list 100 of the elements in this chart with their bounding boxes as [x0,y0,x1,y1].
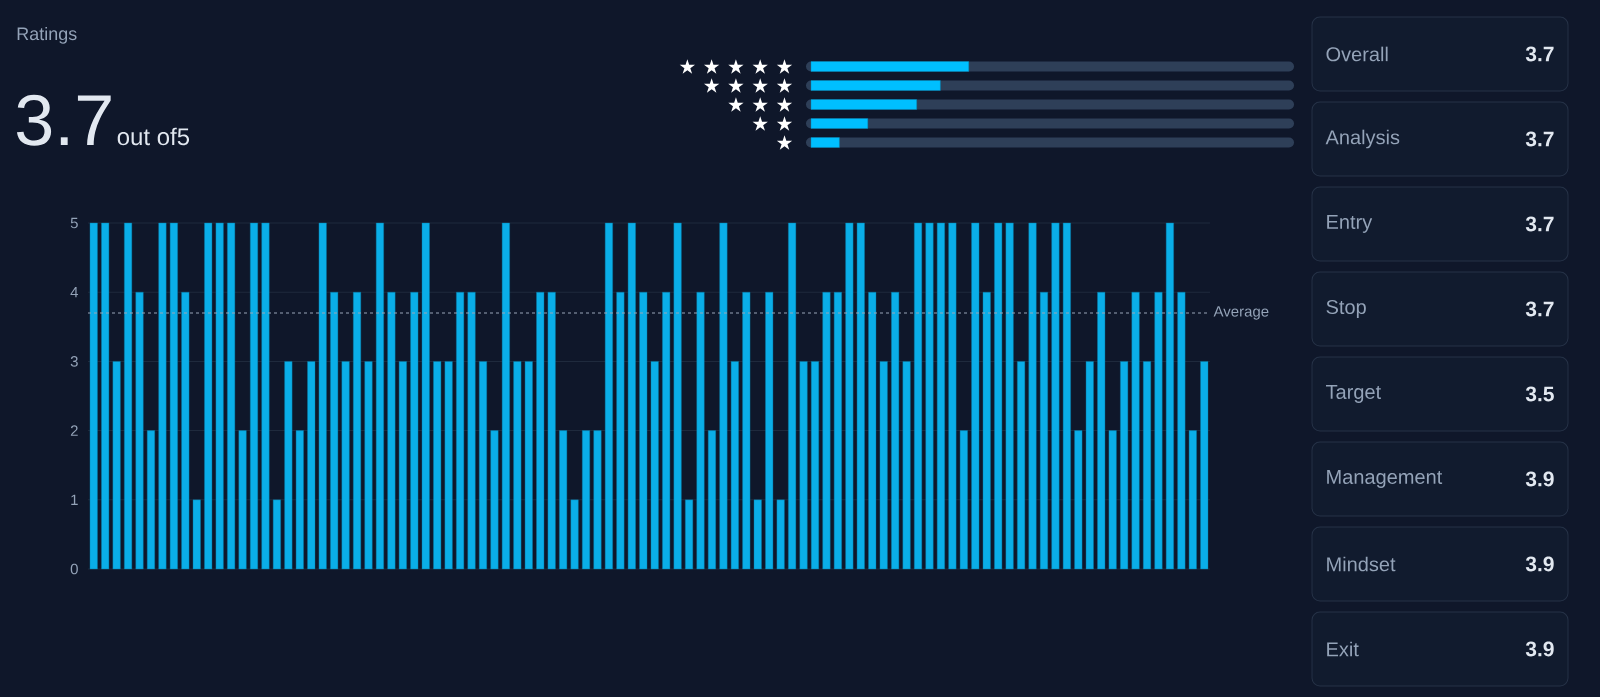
bar [101,222,110,570]
bar [330,292,339,570]
bar [89,222,98,570]
bar [776,499,785,570]
bar [501,222,510,570]
category-label: Analysis [1325,129,1400,149]
bar [250,222,258,570]
bar [570,499,579,570]
bar [387,292,396,570]
bar [559,430,568,570]
bar [914,222,922,570]
data-label: 3.5 [1525,386,1554,402]
y-tick-label: ★ ★ ★ ★ [703,78,793,93]
bar [479,361,487,570]
bar [616,292,625,570]
bar [1143,361,1151,570]
bar [902,361,911,570]
bar [788,222,797,570]
bar [593,430,602,570]
bar [673,222,682,570]
category-label: Entry [1327,215,1373,233]
bar [124,222,133,570]
data-label: 3.7 [1525,131,1554,147]
bar [272,499,281,570]
bar [891,292,900,570]
bar [227,222,236,570]
bar [959,430,968,570]
bar [341,361,350,570]
bar [639,292,648,570]
bar [1051,222,1060,570]
bar [1154,292,1163,570]
bar [112,361,121,570]
bar [1040,292,1048,570]
y-tick-label: ★ [776,135,793,150]
bar [433,361,442,570]
bar [547,292,556,570]
bar [1005,222,1014,570]
bar [845,222,854,570]
bar [181,292,190,570]
category-label: Stop [1326,299,1366,319]
category-label: Management [1327,470,1443,488]
bar [1177,292,1186,570]
bar [719,222,728,570]
bar [192,499,201,570]
y-tick-label: 5 [70,217,78,229]
bar [135,292,144,570]
bar [994,222,1003,570]
bar [467,292,476,570]
bar [925,222,934,570]
bar [833,292,842,570]
bar [410,292,419,570]
category-label: Target [1326,385,1381,403]
data-label: 3.9 [1525,556,1554,572]
y-tick-label: ★ ★ ★ [728,97,793,112]
bar [856,222,865,570]
bar [971,222,980,570]
bar [353,292,361,570]
bar [513,361,522,570]
bar [1028,222,1037,570]
bar [490,430,499,570]
bar [215,222,224,570]
data-label: 3.7 [1525,301,1554,317]
bar [1074,430,1083,570]
bar [524,361,533,570]
bar [753,499,762,570]
bar [158,222,167,570]
bar [582,430,590,570]
bar [295,430,304,570]
y-tick-label: ★ ★ [752,116,793,131]
data-label: 3.9 [1525,471,1554,487]
data-label: 3.7 [16,94,111,146]
bar [1097,292,1106,570]
data-label: 3.7 [1525,46,1554,62]
y-tick-label: 4 [70,287,79,298]
bar [307,361,316,570]
ref-line-label: Average [1213,306,1269,320]
category-label: Overall [1326,46,1388,62]
bar [708,430,716,570]
category-label: Mindset [1327,556,1396,572]
bar [364,361,373,570]
bar [1200,361,1209,570]
bar [444,361,453,570]
y-tick-label: 3 [70,356,78,367]
bar [650,361,659,570]
bar [238,430,247,570]
bar [456,292,465,570]
bar [810,99,917,110]
bar [662,292,671,570]
bar [810,80,941,91]
bar [810,118,868,129]
bar [1017,361,1026,570]
bar [868,292,877,570]
data-label: 3.7 [1525,216,1554,232]
bar [810,137,840,148]
bar [742,292,751,570]
data-label: 3.9 [1525,641,1554,657]
bar [696,292,705,570]
bar [376,222,384,570]
bar [1085,361,1094,570]
y-tick-label: ★ ★ ★ ★ ★ [679,59,793,74]
